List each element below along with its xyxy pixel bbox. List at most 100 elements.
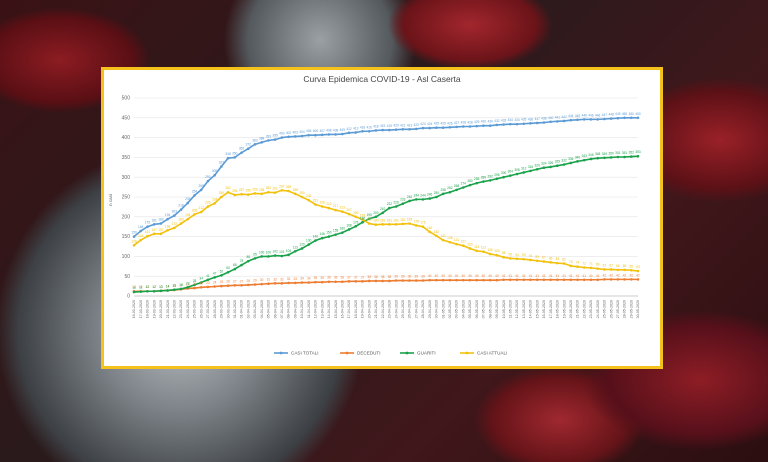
data-point xyxy=(609,278,613,281)
data-label: 23 xyxy=(206,281,210,285)
data-label: 89 xyxy=(535,255,539,259)
data-label: 183 xyxy=(178,218,184,222)
data-label: 403 xyxy=(293,130,299,134)
data-point xyxy=(549,278,552,282)
data-label: 268 xyxy=(454,184,460,188)
data-label: 120 xyxy=(467,242,473,246)
data-label: 40 xyxy=(428,274,432,278)
x-tick-label: 04-04-2020 xyxy=(260,300,264,318)
data-point xyxy=(361,221,364,224)
data-label: 182 xyxy=(400,218,406,222)
data-point xyxy=(522,122,526,126)
data-label: 446 xyxy=(588,113,594,117)
data-point xyxy=(314,133,317,137)
x-tick-label: 17-03-2020 xyxy=(139,300,143,318)
data-point xyxy=(515,278,519,282)
data-label: 29 xyxy=(253,279,257,283)
data-point xyxy=(636,116,640,120)
data-point xyxy=(132,244,136,247)
data-label: 437 xyxy=(535,117,541,121)
data-point xyxy=(609,117,613,120)
data-point xyxy=(159,232,163,236)
data-point xyxy=(173,226,176,230)
data-point xyxy=(461,244,465,248)
x-tick-label: 08-05-2020 xyxy=(488,300,492,318)
data-point xyxy=(367,279,371,283)
data-label: 42 xyxy=(603,273,607,277)
data-point xyxy=(206,285,210,289)
data-point xyxy=(347,280,351,283)
data-label: 40 xyxy=(468,274,472,278)
data-label: 343 xyxy=(582,154,588,158)
x-tick-label: 17-04-2020 xyxy=(347,300,351,318)
data-label: 130 xyxy=(306,239,312,243)
x-tick-label: 29-04-2020 xyxy=(428,300,432,318)
data-point xyxy=(542,166,546,169)
data-point xyxy=(347,228,351,231)
data-label: 41 xyxy=(562,274,566,278)
data-point xyxy=(166,289,169,292)
y-tick-label: 500 xyxy=(122,96,131,102)
data-label: 350 xyxy=(232,151,238,155)
data-label: 102 xyxy=(272,250,278,254)
data-point xyxy=(388,128,391,132)
x-tick-label: 06-05-2020 xyxy=(475,300,479,318)
x-tick-label: 29-05-2020 xyxy=(629,300,633,318)
data-label: 424 xyxy=(427,122,433,126)
data-label: 404 xyxy=(299,130,305,134)
x-tick-label: 12-05-2020 xyxy=(515,300,519,318)
data-label: 244 xyxy=(414,193,420,197)
data-label: 262 xyxy=(266,186,272,190)
data-point xyxy=(146,234,149,238)
data-point xyxy=(455,278,458,282)
data-label: 40 xyxy=(482,274,486,278)
y-tick-label: 0 xyxy=(127,294,130,300)
data-label: 340 xyxy=(575,155,581,159)
legend-label: CASI ATTUALI xyxy=(477,351,507,356)
x-tick-label: 23-05-2020 xyxy=(589,300,593,318)
data-label: 222 xyxy=(387,202,393,206)
data-label: 181 xyxy=(393,218,399,222)
data-label: 141 xyxy=(440,234,446,238)
data-label: 128 xyxy=(131,239,137,243)
data-label: 422 xyxy=(414,123,420,127)
x-tick-label: 24-03-2020 xyxy=(186,300,190,318)
data-label: 195 xyxy=(367,213,373,217)
data-point xyxy=(253,257,257,260)
data-point xyxy=(193,283,196,287)
data-label: 41 xyxy=(509,274,513,278)
data-label: 41 xyxy=(535,274,539,278)
data-point xyxy=(515,257,519,261)
data-point xyxy=(152,232,156,236)
data-label: 19 xyxy=(186,282,190,286)
data-label: 40 xyxy=(448,274,452,278)
data-label: 256 xyxy=(246,189,252,193)
data-point xyxy=(522,171,526,174)
data-point xyxy=(414,279,418,282)
data-label: 40 xyxy=(435,274,439,278)
data-label: 444 xyxy=(568,114,574,118)
data-label: 400 xyxy=(279,132,285,136)
data-point xyxy=(414,198,418,201)
data-point xyxy=(529,122,532,125)
data-point xyxy=(542,278,546,282)
data-label: 146 xyxy=(319,232,325,236)
data-label: 38 xyxy=(381,275,385,279)
data-point xyxy=(240,263,243,267)
data-point xyxy=(562,262,566,265)
data-point xyxy=(280,188,284,192)
data-label: 259 xyxy=(252,187,258,191)
data-point xyxy=(515,122,519,126)
x-tick-label: 16-05-2020 xyxy=(542,300,546,318)
data-label: 87 xyxy=(542,256,546,260)
data-label: 349 xyxy=(602,152,608,156)
data-point xyxy=(589,118,593,121)
data-label: 280 xyxy=(467,179,473,183)
data-label: 94 xyxy=(515,253,519,257)
x-tick-label: 25-04-2020 xyxy=(401,300,405,318)
data-label: 420 xyxy=(393,124,399,128)
x-tick-label: 27-03-2020 xyxy=(206,300,210,318)
data-label: 262 xyxy=(447,186,453,190)
data-label: 218 xyxy=(178,204,184,208)
data-point xyxy=(220,284,223,288)
